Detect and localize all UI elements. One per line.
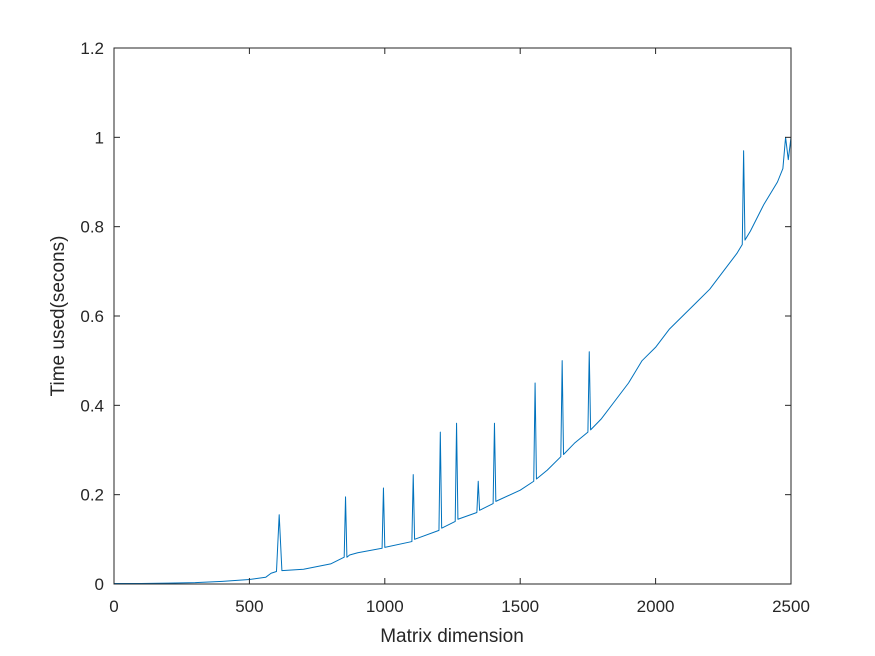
y-axis-ticks: 0 0.2 0.4 0.6 0.8 1 1.2 xyxy=(80,39,791,594)
y-tick-label: 1.2 xyxy=(80,39,104,58)
series-layer xyxy=(114,136,792,585)
y-tick-label: 0.8 xyxy=(80,218,104,237)
x-tick-label: 500 xyxy=(235,597,263,616)
y-tick-label: 0 xyxy=(95,575,104,594)
y-tick-label: 1 xyxy=(95,128,104,147)
x-tick-label: 1000 xyxy=(366,597,404,616)
x-tick-label: 1500 xyxy=(501,597,539,616)
x-tick-label: 0 xyxy=(109,597,118,616)
y-tick-label: 0.6 xyxy=(80,307,104,326)
x-tick-label: 2500 xyxy=(772,597,810,616)
y-tick-label: 0.2 xyxy=(80,486,104,505)
series-line-0 xyxy=(114,136,792,585)
y-axis-label: Time used(secons) xyxy=(48,236,69,397)
y-tick-label: 0.4 xyxy=(80,396,104,415)
x-tick-label: 2000 xyxy=(637,597,675,616)
plot-area xyxy=(114,48,791,584)
x-axis-ticks: 0 500 1000 1500 2000 2500 xyxy=(109,48,810,616)
x-axis-label: Matrix dimension xyxy=(380,626,524,647)
